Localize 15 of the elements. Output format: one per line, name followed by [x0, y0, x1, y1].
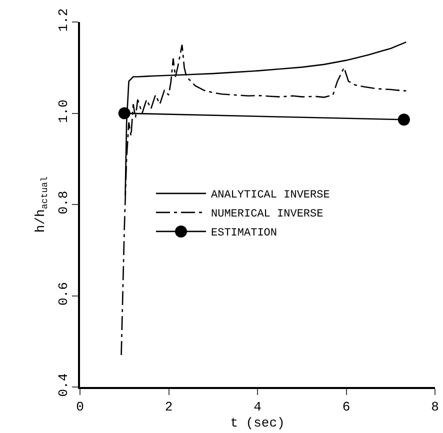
y-tick-label: 0.6: [56, 282, 71, 306]
x-tick-label: 0: [76, 400, 84, 415]
legend-label: NUMERICAL INVERSE: [211, 208, 324, 221]
legend-label: ANALYTICAL INVERSE: [211, 190, 330, 202]
x-tick-label: 4: [254, 400, 262, 415]
legend-label: ESTIMATION: [211, 228, 278, 240]
y-tick-label: 1.0: [56, 100, 71, 124]
y-tick-label: 1.2: [56, 8, 71, 32]
y-tick-label: 0.4: [56, 373, 71, 397]
x-axis-title: t (sec): [230, 416, 285, 431]
line-series: [120, 44, 407, 356]
x-tick-label: 2: [164, 400, 173, 415]
y-tick-label: 0.8: [56, 190, 71, 214]
x-tick-label: 6: [342, 400, 350, 415]
x-tick-label: 8: [431, 400, 439, 415]
